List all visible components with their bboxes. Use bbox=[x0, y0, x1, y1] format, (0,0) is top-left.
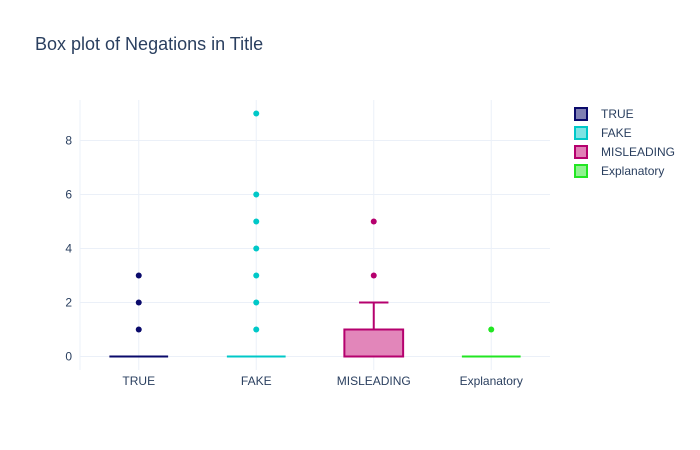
y-tick-label: 2 bbox=[65, 296, 72, 310]
outlier-point bbox=[253, 218, 260, 225]
legend-label: FAKE bbox=[601, 126, 632, 140]
plot-area bbox=[109, 110, 521, 358]
legend-label: MISLEADING bbox=[601, 145, 675, 159]
outlier-point bbox=[488, 326, 495, 333]
outlier-point bbox=[370, 218, 377, 225]
legend-swatch bbox=[574, 126, 588, 140]
legend-item-explanatory[interactable]: Explanatory bbox=[574, 164, 664, 178]
outlier-point bbox=[253, 326, 260, 333]
legend-item-fake[interactable]: FAKE bbox=[574, 126, 632, 140]
outlier-point bbox=[253, 110, 260, 117]
outlier-point bbox=[253, 245, 260, 252]
x-tick-label: Explanatory bbox=[460, 374, 523, 388]
box-fake[interactable] bbox=[226, 110, 286, 358]
y-axis: 0 2 4 6 8 bbox=[65, 134, 72, 364]
x-tick-label: MISLEADING bbox=[337, 374, 411, 388]
chart-title: Box plot of Negations in Title bbox=[35, 34, 263, 54]
y-tick-label: 4 bbox=[65, 242, 72, 256]
box-misleading[interactable] bbox=[343, 218, 405, 358]
y-tick-label: 0 bbox=[65, 350, 72, 364]
x-axis: TRUE FAKE MISLEADING Explanatory bbox=[122, 374, 523, 388]
outlier-point bbox=[253, 299, 260, 306]
legend-swatch bbox=[574, 107, 588, 121]
outlier-point bbox=[135, 272, 142, 279]
legend-item-misleading[interactable]: MISLEADING bbox=[574, 145, 675, 159]
box-body bbox=[343, 328, 405, 358]
outlier-point bbox=[135, 299, 142, 306]
outlier-point bbox=[135, 326, 142, 333]
y-tick-label: 8 bbox=[65, 134, 72, 148]
legend[interactable]: TRUE FAKE MISLEADING Explanatory bbox=[574, 107, 675, 178]
outlier-point bbox=[253, 272, 260, 279]
x-tick-label: TRUE bbox=[122, 374, 155, 388]
grid-lines bbox=[79, 100, 550, 370]
outlier-point bbox=[253, 191, 260, 198]
legend-swatch bbox=[574, 164, 588, 178]
legend-item-true[interactable]: TRUE bbox=[574, 107, 634, 121]
legend-label: TRUE bbox=[601, 107, 634, 121]
outlier-point bbox=[370, 272, 377, 279]
legend-swatch bbox=[574, 145, 588, 159]
box-explanatory[interactable] bbox=[461, 326, 521, 358]
y-tick-label: 6 bbox=[65, 188, 72, 202]
x-tick-label: FAKE bbox=[241, 374, 272, 388]
legend-label: Explanatory bbox=[601, 164, 664, 178]
box-true[interactable] bbox=[109, 272, 169, 358]
